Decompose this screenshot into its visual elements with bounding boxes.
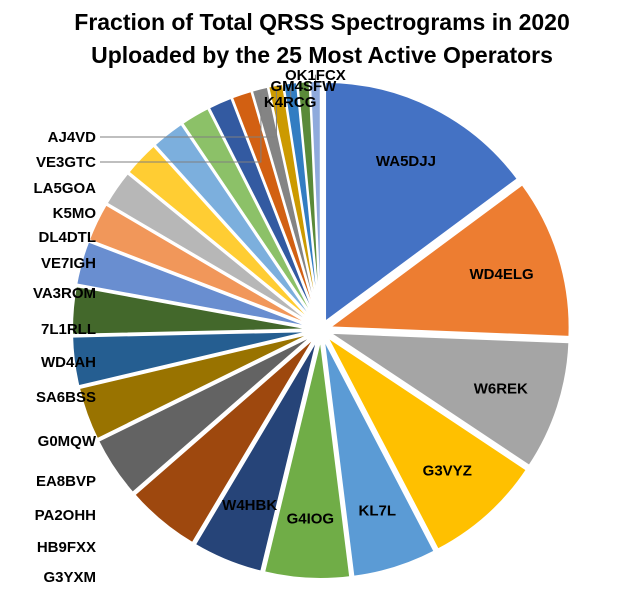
slice-label-ea8bvp: EA8BVP [36, 473, 96, 490]
chart-title: Fraction of Total QRSS Spectrograms in 2… [0, 6, 644, 72]
pie-slice-g3yxm [133, 336, 317, 545]
slice-label-kl7l: KL7L [359, 502, 397, 519]
slice-label-g0mqw: G0MQW [38, 433, 97, 450]
leader-line-aj4vd [100, 89, 277, 138]
slice-label-g3vyz: G3VYZ [423, 463, 472, 480]
pie-slice-wd4ah [87, 203, 314, 328]
slice-label-ok1fcx: OK1FCX [285, 67, 346, 84]
slice-label-aj4vd: AJ4VD [48, 129, 97, 146]
slice-label-wd4elg: WD4ELG [470, 266, 534, 283]
slice-labels: WA5DJJ WD4ELG W6REK G3VYZ KL7L G4IOG W4HBK G3YX… [33, 67, 534, 586]
leader-line-ve3gtc [100, 93, 262, 163]
slice-label-k5mo: K5MO [53, 205, 97, 222]
slice-label-la5goa: LA5GOA [33, 180, 96, 197]
chart-title-line-2: Uploaded by the 25 Most Active Operators [91, 42, 553, 68]
pie-slice-kl7l [322, 338, 436, 578]
slice-label-va3rom: VA3ROM [33, 285, 96, 302]
pie-slice-ve7igh [153, 122, 317, 324]
slice-label-w6rek: W6REK [474, 380, 528, 397]
leader-lines [100, 74, 316, 163]
slice-label-ve7igh: VE7IGH [41, 255, 96, 272]
slice-label-pa2ohh: PA2OHH [35, 507, 96, 524]
slice-label-dl4dtl: DL4DTL [39, 229, 97, 246]
pie-slice-hb9fxx [96, 334, 315, 495]
pie-slice-g3vyz [326, 335, 529, 551]
slice-label-wd4ah: WD4AH [41, 354, 96, 371]
slice-label-gm4sfw: GM4SFW [271, 78, 338, 95]
pie-slice-ea8bvp [71, 330, 313, 388]
pie-slice-wa5djj [324, 80, 520, 324]
slice-label-ve3gtc: VE3GTC [36, 154, 96, 171]
slice-label-7l1rll: 7L1RLL [41, 321, 96, 338]
pie-slice-g4iog [262, 338, 352, 580]
pie-slice-g0mqw [71, 284, 313, 336]
pie-slice-w6rek [326, 331, 571, 468]
leader-line-k4rcg [290, 87, 292, 103]
slice-label-w4hbk: W4HBK [222, 497, 277, 514]
pie-slice-va3rom [127, 144, 316, 325]
pie-slice-w4hbk [193, 337, 319, 573]
slice-label-g4iog: G4IOG [287, 511, 335, 528]
pie-slice-7l1rll [105, 171, 315, 326]
slice-label-hb9fxx: HB9FXX [37, 539, 96, 556]
chart-title-line-1: Fraction of Total QRSS Spectrograms in 2… [74, 9, 570, 35]
pie-slice-pa2ohh [77, 332, 313, 441]
slice-label-wa5djj: WA5DJJ [376, 153, 436, 170]
pie-slices [71, 80, 571, 580]
slice-label-sa6bss: SA6BSS [36, 389, 96, 406]
pie-slice-wd4elg [326, 182, 571, 338]
slice-label-k4rcg: K4RCG [264, 94, 317, 111]
pie-slice-sa6bss [75, 240, 313, 329]
slice-label-g3yxm: G3YXM [43, 569, 96, 586]
